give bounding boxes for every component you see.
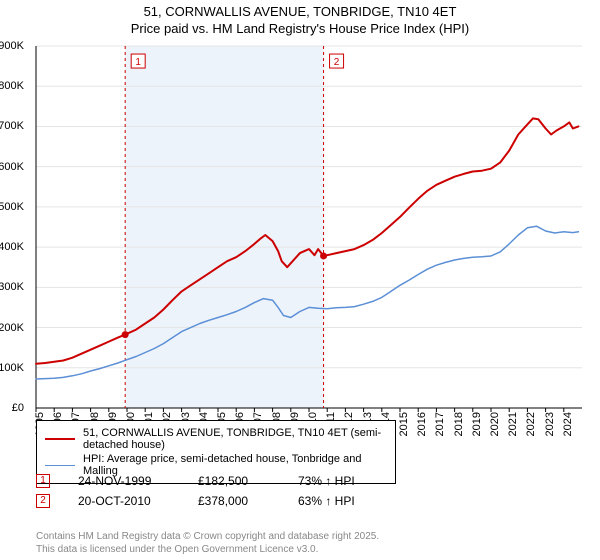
x-tick-label: 2024 [560,412,574,436]
footer-line-2: This data is licensed under the Open Gov… [36,543,379,556]
footer-line-1: Contains HM Land Registry data © Crown c… [36,530,379,543]
y-tick-label: £700K [0,120,28,132]
y-tick-label: £600K [0,161,28,173]
transaction-point [122,331,129,338]
y-tick-label: £900K [0,40,28,52]
transaction-pct: 63% ↑ HPI [298,494,398,508]
x-tick-label: 2015 [396,412,410,436]
transaction-date: 20-OCT-2010 [78,494,198,508]
shaded-band [125,46,323,408]
title-line-2: Price paid vs. HM Land Registry's House … [0,21,600,36]
x-tick-label: 2020 [487,412,501,436]
transaction-point [320,252,327,259]
legend-item: 51, CORNWALLIS AVENUE, TONBRIDGE, TN10 4… [45,427,387,451]
x-tick-label: 2017 [432,412,446,436]
x-tick-label: 2018 [451,412,465,436]
x-tick-label: 2022 [523,412,537,436]
transaction-row: 2 20-OCT-2010£378,00063% ↑ HPI [36,494,398,508]
transaction-marker: 2 [36,494,50,508]
legend-swatch [45,465,75,466]
chart-svg: 12 [28,42,586,412]
x-tick-label: 2023 [542,412,556,436]
y-tick-label: £0 [12,402,28,414]
footer-attribution: Contains HM Land Registry data © Crown c… [36,530,379,556]
y-tick-label: £800K [0,80,28,92]
y-tick-label: £100K [0,362,28,374]
transaction-price: £378,000 [198,494,298,508]
x-tick-label: 2021 [505,412,519,436]
title-line-1: 51, CORNWALLIS AVENUE, TONBRIDGE, TN10 4… [0,4,600,19]
transaction-marker: 1 [36,474,50,488]
x-tick-label: 2016 [414,412,428,436]
y-tick-label: £500K [0,201,28,213]
y-tick-label: £200K [0,322,28,334]
x-tick-label: 2019 [469,412,483,436]
legend-label: 51, CORNWALLIS AVENUE, TONBRIDGE, TN10 4… [83,427,387,451]
y-tick-label: £300K [0,281,28,293]
transaction-marker-label: 2 [334,57,340,68]
chart-plot-area: 12 £0£100K£200K£300K£400K£500K£600K£700K… [28,42,586,412]
transaction-price: £182,500 [198,474,298,488]
legend-swatch [45,438,75,440]
chart-title: 51, CORNWALLIS AVENUE, TONBRIDGE, TN10 4… [0,0,600,36]
transaction-date: 24-NOV-1999 [78,474,198,488]
transaction-row: 1 24-NOV-1999£182,50073% ↑ HPI [36,474,398,488]
transaction-marker-label: 1 [135,57,141,68]
y-tick-label: £400K [0,241,28,253]
transaction-pct: 73% ↑ HPI [298,474,398,488]
transactions-table: 1 24-NOV-1999£182,50073% ↑ HPI 2 20-OCT-201… [36,468,398,514]
